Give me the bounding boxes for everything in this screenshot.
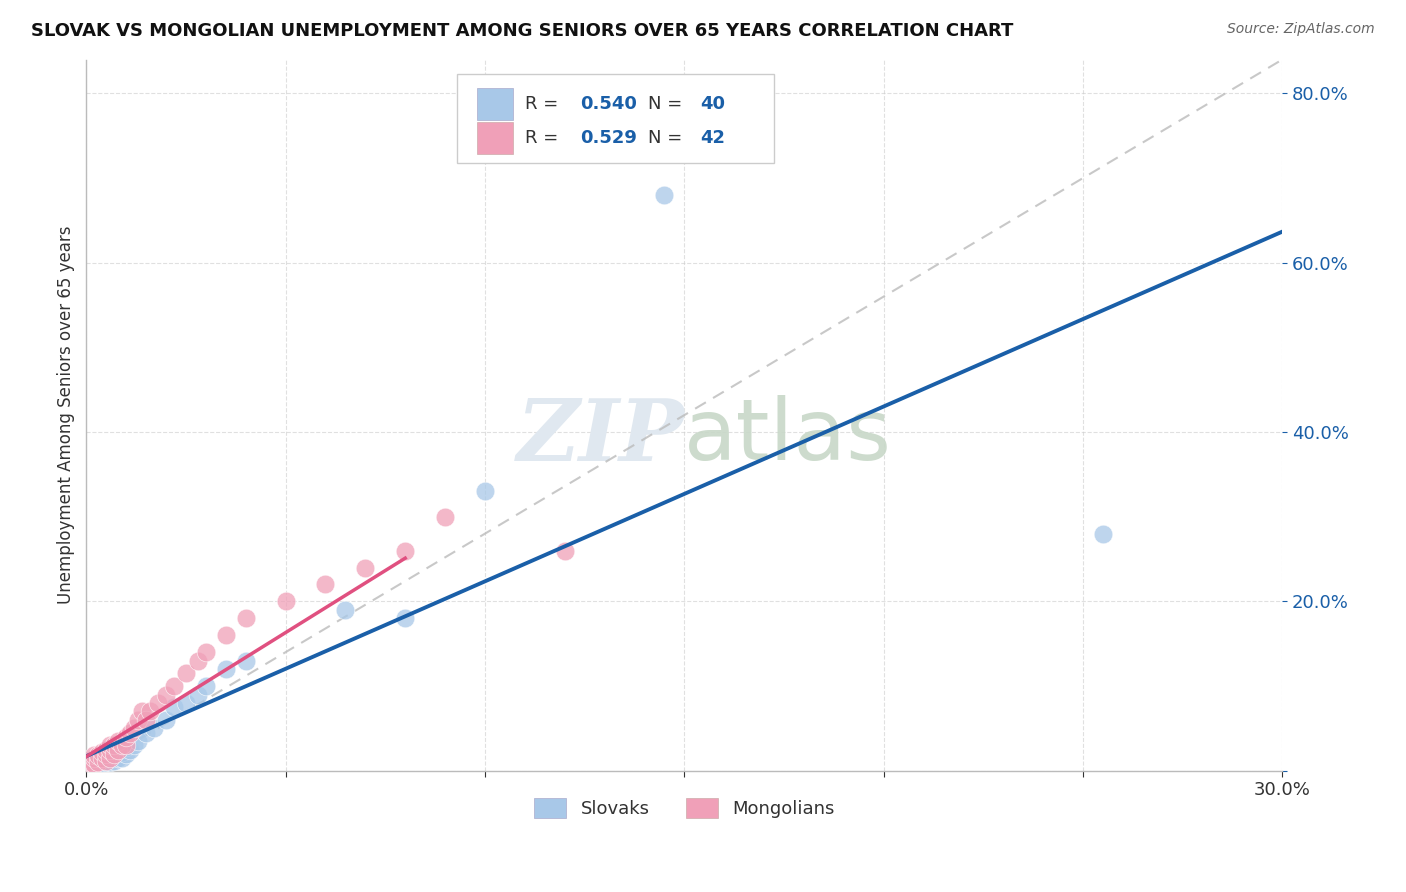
Point [127,713,149,727]
Point [274,594,297,608]
Point [107,751,129,765]
Point [79,759,101,773]
Point [79,756,101,771]
Point [115,739,138,754]
Point [122,739,145,753]
Point [194,645,217,659]
Point [394,543,416,558]
Text: Source: ZipAtlas.com: Source: ZipAtlas.com [1227,22,1375,37]
Text: SLOVAK VS MONGOLIAN UNEMPLOYMENT AMONG SENIORS OVER 65 YEARS CORRELATION CHART: SLOVAK VS MONGOLIAN UNEMPLOYMENT AMONG S… [31,22,1014,40]
Point [235,654,257,668]
Point [434,509,457,524]
Text: 40: 40 [700,95,725,113]
Point [215,662,238,676]
Point [107,734,129,748]
Point [139,705,162,719]
Point [87,756,110,770]
Point [103,745,125,759]
Point [83,756,105,770]
Point [135,725,157,739]
Point [91,751,114,765]
Point [120,725,142,739]
Point [96,747,118,761]
Point [143,722,166,736]
Point [91,756,114,771]
Point [131,705,153,719]
Point [103,748,125,763]
Text: R =: R = [526,95,564,113]
Point [1091,526,1114,541]
Point [79,756,101,770]
Point [103,747,125,761]
Point [98,739,121,753]
Point [111,751,134,765]
Point [96,756,118,770]
Point [87,756,110,770]
Point [155,713,177,727]
Point [652,188,675,202]
Point [83,751,105,765]
Point [111,739,134,753]
Point [314,577,336,591]
Legend: Slovaks, Mongolians: Slovaks, Mongolians [526,790,842,826]
Point [83,759,105,773]
Text: N =: N = [648,128,689,147]
Point [107,742,129,756]
Point [127,734,149,748]
Point [98,751,121,765]
Point [135,713,157,727]
Text: 42: 42 [700,128,725,147]
Bar [478,88,513,120]
Point [163,700,186,714]
Point [115,730,138,744]
FancyBboxPatch shape [457,74,773,162]
Point [79,760,101,774]
Point [474,484,496,499]
Y-axis label: Unemployment Among Seniors over 65 years: Unemployment Among Seniors over 65 years [58,226,75,605]
Point [98,748,121,763]
Point [107,742,129,756]
Text: ZIP: ZIP [516,395,685,478]
Point [235,611,257,625]
Point [87,758,110,772]
Point [111,745,134,759]
Text: 0.540: 0.540 [581,95,637,113]
Point [91,745,114,759]
Point [554,543,576,558]
Point [394,611,416,625]
Point [96,742,118,756]
Point [115,739,138,753]
Point [146,696,169,710]
Point [215,628,238,642]
Text: atlas: atlas [685,395,893,478]
Point [98,756,121,770]
Point [187,654,209,668]
Point [96,747,118,761]
Point [120,742,142,756]
Point [91,753,114,767]
Point [103,739,125,753]
Point [163,679,186,693]
Point [83,756,105,771]
Point [87,751,110,765]
Bar [478,122,513,153]
Point [122,722,145,736]
Point [83,748,105,763]
Point [87,748,110,763]
Point [187,688,209,702]
Point [155,688,177,702]
Text: 0.529: 0.529 [581,128,637,147]
Point [194,679,217,693]
Text: R =: R = [526,128,564,147]
Point [96,754,118,768]
Point [174,666,197,681]
Point [103,754,125,768]
Text: N =: N = [648,95,689,113]
Point [354,560,377,574]
Point [96,751,118,765]
Point [98,742,121,756]
Point [174,696,197,710]
Point [335,603,357,617]
Point [115,747,138,761]
